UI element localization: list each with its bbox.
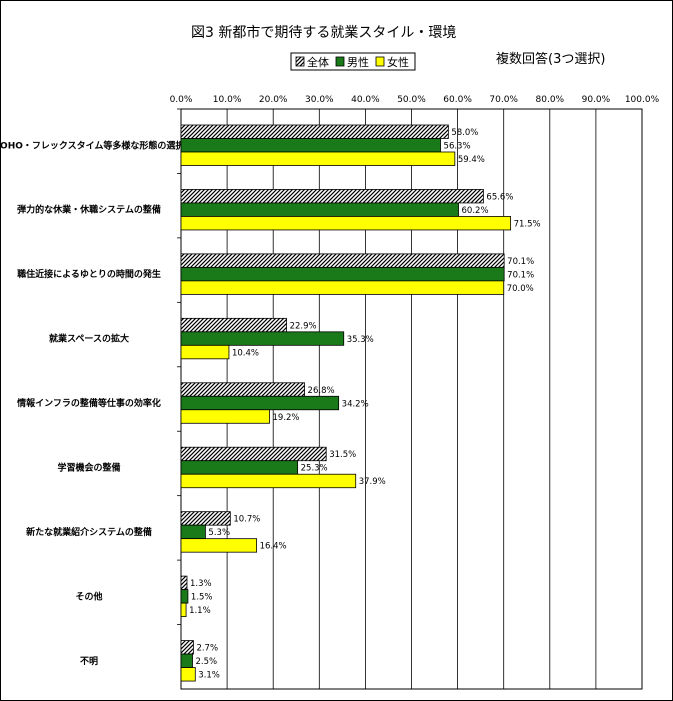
bar-男性 [180,331,345,346]
data-label: 60.2% [462,206,489,216]
data-label: 56.3% [444,142,471,152]
bar-男性 [180,524,206,540]
data-label: 70.0% [507,284,534,294]
data-label: 26.8% [308,386,335,396]
legend: 全体 男性 女性 [290,52,416,71]
x-tick-label: 90.0% [582,95,611,105]
data-label: 71.5% [514,219,541,229]
bar-女性 [180,667,196,682]
bar-男性 [180,395,340,411]
x-tick-label: 100.0% [625,95,660,105]
category-label: その他 [75,590,102,602]
data-label: 59.4% [458,155,485,165]
data-label: 22.9% [290,321,317,331]
bar-男性 [180,202,459,217]
bar-女性 [180,602,187,618]
data-label: 3.1% [198,671,220,681]
bar-全体 [180,317,287,333]
legend-swatch [295,56,305,67]
x-tick-label: 60.0% [443,95,472,105]
bar-女性 [180,473,357,489]
bar-女性 [180,344,230,360]
data-label: 16.4% [260,542,287,552]
x-tick-label: 20.0% [259,95,288,105]
bar-女性 [180,280,505,295]
data-label: 25.3% [301,464,328,474]
bar-男性 [180,138,441,153]
data-label: 35.3% [347,335,374,345]
data-label: 70.1% [507,270,534,280]
data-label: 65.6% [486,192,513,202]
legend-swatch [335,56,345,67]
chart-title: 図3 新都市で期待する就業スタイル・環境 [191,24,456,41]
category-labels: SOHO・フレックスタイム等多様な形態の選択弾力的な休業・休職システムの整備職住… [1,139,185,667]
data-label: 10.4% [232,348,259,358]
bar-全体 [180,124,449,139]
category-label: 情報インフラの整備等仕事の効率化 [16,397,161,409]
x-tick-label: 50.0% [397,95,426,105]
data-label: 58.0% [451,128,478,138]
category-label: 不明 [80,656,98,667]
data-label: 34.2% [342,399,369,409]
legend-swatch [375,56,385,67]
category-label: 学習機会の整備 [57,461,120,473]
x-tick-label: 70.0% [489,95,518,105]
category-label: 弾力的な休業・休職システムの整備 [17,204,161,216]
legend-label: 女性 [387,55,409,69]
data-label: 1.1% [189,606,211,616]
x-tick-labels: 0.0% 10.0% 20.0% 30.0% 40.0% 50.0% 60.0% 70.0% 8… [170,95,660,105]
bar-男性 [180,460,299,475]
bar-女性 [180,538,258,553]
bar-全体 [180,575,188,591]
bar-男性 [180,653,193,668]
data-label: 10.7% [233,515,260,525]
x-tick-label: 40.0% [351,95,380,105]
bar-女性 [180,216,512,231]
category-label: 職住近接によるゆとりの時間の発生 [17,268,161,280]
legend-label: 全体 [307,55,329,69]
data-label: 5.3% [208,528,230,538]
bar-全体 [180,382,305,397]
bar-男性 [180,266,505,282]
data-label: 1.3% [190,579,212,589]
bars [180,124,512,682]
bar-全体 [180,253,505,268]
x-tick-label: 80.0% [536,95,565,105]
bar-全体 [180,446,327,462]
x-tick-label: 10.0% [213,95,242,105]
bar-女性 [180,409,270,424]
legend-label: 男性 [347,55,369,69]
data-label: 31.5% [329,450,356,460]
bar-男性 [180,589,189,604]
chart-note: 複数回答(3つ選択) [496,51,605,67]
data-label: 70.1% [507,257,534,267]
bar-女性 [180,151,456,166]
category-label: 新たな就業紹介システムの整備 [26,526,152,538]
bar-全体 [180,640,194,655]
bar-全体 [180,511,231,526]
data-label: 1.5% [191,593,213,603]
category-label: 就業スペースの拡大 [49,333,129,345]
x-tick-label: 30.0% [305,95,334,105]
data-labels: 58.0% 56.3% 59.4% 65.6% 60.2% 71.5% 70.1% 70.1%… [189,128,541,681]
data-label: 37.9% [359,477,386,487]
data-label: 2.5% [196,657,218,667]
x-tick-label: 0.0% [170,95,193,105]
data-label: 2.7% [196,644,218,654]
data-label: 19.2% [273,413,300,423]
bar-全体 [180,189,484,204]
category-label: SOHO・フレックスタイム等多様な形態の選択 [1,139,185,151]
